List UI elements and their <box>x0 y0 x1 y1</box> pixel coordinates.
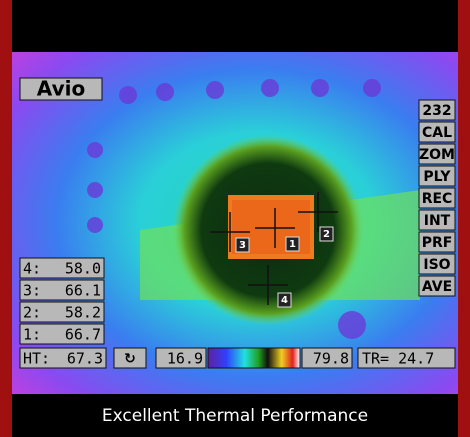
scale-max-box <box>301 347 353 369</box>
reading-label: 4: <box>23 260 41 278</box>
readings: 4: 58.0 3: 66.1 2: 58.2 1: 66.7 <box>19 257 105 345</box>
reading-box <box>19 301 105 323</box>
menu-item-box[interactable] <box>418 165 456 187</box>
menu-item-box[interactable] <box>418 275 456 297</box>
side-strip <box>458 0 470 437</box>
menu-item: CAL <box>422 125 452 141</box>
menu-item: ZOM <box>419 147 455 163</box>
menu-item: ISO <box>423 257 450 273</box>
reading-value: 66.1 <box>65 282 101 300</box>
reading-box <box>19 257 105 279</box>
marker-label: 1 <box>289 239 296 250</box>
menu-item-box[interactable] <box>418 121 456 143</box>
ht-value: 67.3 <box>67 350 103 368</box>
marker-box <box>285 236 300 252</box>
rotate-icon[interactable]: ↻ <box>124 351 136 367</box>
menu-item-box[interactable] <box>418 143 456 165</box>
color-scale <box>207 347 301 369</box>
caption: Excellent Thermal Performance <box>102 406 368 426</box>
scale-min-box <box>155 347 207 369</box>
tr: TR= 24.7 <box>362 350 434 368</box>
marker-box <box>277 292 292 308</box>
brand-box <box>19 77 103 101</box>
scale-max: 79.8 <box>313 350 349 368</box>
menu-item-box[interactable] <box>418 187 456 209</box>
tr-box <box>357 347 456 369</box>
menu-item: PLY <box>423 169 451 185</box>
reading-value: 66.7 <box>65 326 101 344</box>
marker-label: 3 <box>239 240 246 251</box>
menu-item: 232 <box>422 103 451 119</box>
caption-bar <box>12 394 458 437</box>
menu-item: REC <box>422 191 453 207</box>
top-bar <box>12 0 458 52</box>
ht-box <box>19 347 107 369</box>
reading-label: 1: <box>23 326 41 344</box>
marker-label: 2 <box>323 229 330 240</box>
reading-value: 58.0 <box>65 260 101 278</box>
marker-box <box>319 226 334 242</box>
marker-box <box>235 237 250 253</box>
reading-label: 3: <box>23 282 41 300</box>
reading-box <box>19 279 105 301</box>
screws <box>87 79 381 339</box>
menu-item: AVE <box>422 279 452 295</box>
reading-label: 2: <box>23 304 41 322</box>
menu-item-box[interactable] <box>418 253 456 275</box>
reading-box <box>19 323 105 345</box>
menu-item-box[interactable] <box>418 209 456 231</box>
side-strip <box>0 0 12 437</box>
menu-item: PRF <box>422 235 453 251</box>
menu: 232 CAL ZOM PLY REC INT PRF ISO AVE <box>418 99 456 297</box>
scale-min: 16.9 <box>167 350 203 368</box>
reading-value: 58.2 <box>65 304 101 322</box>
menu-item: INT <box>424 213 451 229</box>
menu-item-box[interactable] <box>418 231 456 253</box>
crosshairs <box>210 192 338 305</box>
menu-item-box[interactable] <box>418 99 456 121</box>
brand: Avio <box>37 77 85 101</box>
ht-label: HT: <box>23 350 50 368</box>
marker-label: 4 <box>281 295 288 306</box>
rotate-button[interactable] <box>113 347 147 369</box>
